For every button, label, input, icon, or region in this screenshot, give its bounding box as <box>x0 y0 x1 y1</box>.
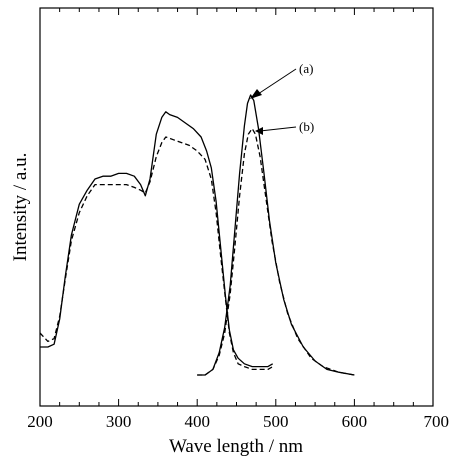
series-a-line-excitation <box>40 111 274 368</box>
annotation-b-arrowhead <box>255 127 263 135</box>
annotation-b: (b) <box>299 119 314 134</box>
x-tick-label-200: 200 <box>27 412 53 431</box>
annotation-layer: (a) (b) <box>250 61 314 135</box>
annotation-a-arrowhead <box>250 89 262 99</box>
series-a-line-emission <box>197 94 355 376</box>
x-axis-title: Wave length / nm <box>169 436 303 457</box>
annotation-a-arrow <box>254 68 297 97</box>
series-b-line-excitation <box>39 136 274 371</box>
x-tick-label-600: 600 <box>342 412 368 431</box>
x-tick-label-700: 700 <box>424 412 450 431</box>
x-tick-label-400: 400 <box>184 412 210 431</box>
series-b-line-emission <box>197 127 355 376</box>
y-axis-title: Intensity / a.u. <box>10 153 31 262</box>
x-tick-label-500: 500 <box>263 412 289 431</box>
x-tick-label-300: 300 <box>106 412 132 431</box>
axis-ticks <box>39 8 434 406</box>
annotation-b-arrow <box>259 126 297 132</box>
series-layer <box>39 94 355 376</box>
tick-labels: 200 300 400 500 600 700 <box>27 412 449 431</box>
annotation-a: (a) <box>299 61 313 76</box>
